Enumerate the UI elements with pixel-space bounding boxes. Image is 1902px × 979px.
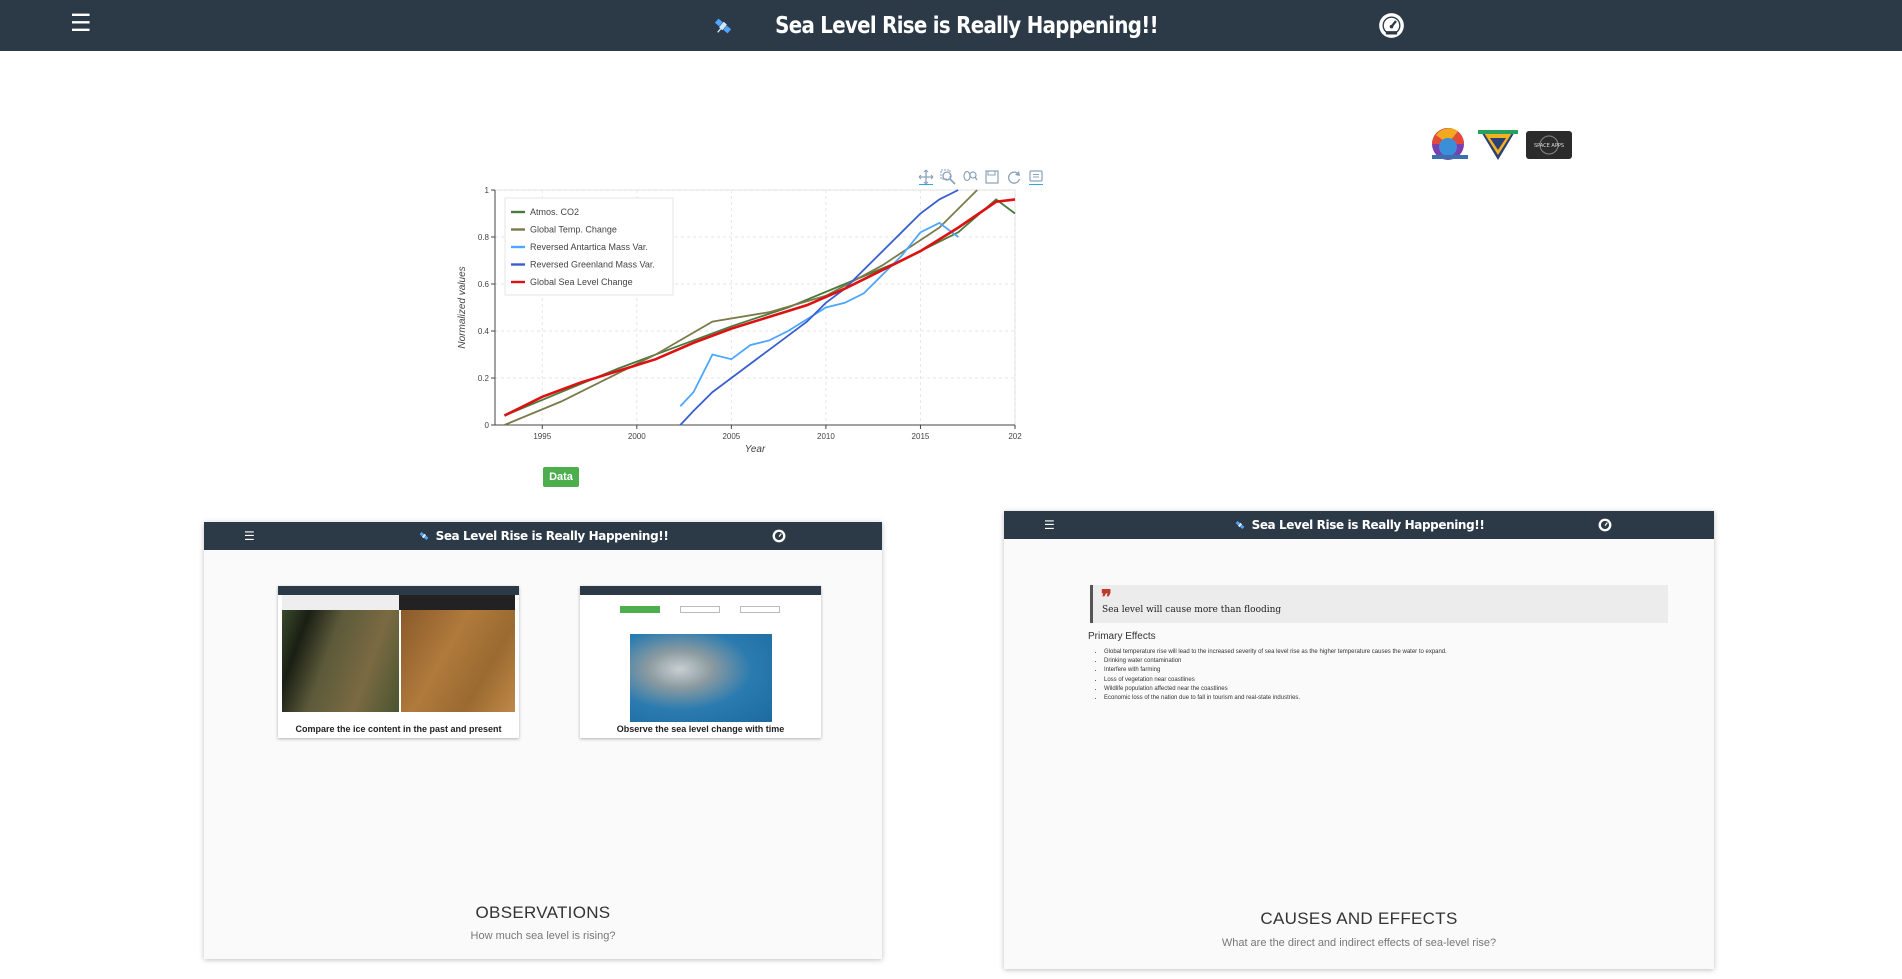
quote-block: ❞ Sea level will cause more than floodin… [1090, 585, 1668, 623]
mini-gauge-icon [772, 529, 786, 543]
x-tick-label: 1995 [533, 432, 551, 441]
y-tick-label: 1 [485, 186, 490, 195]
x-tick-label: 2015 [912, 432, 930, 441]
effect-item: Wildlife population affected near the co… [1104, 685, 1447, 694]
legend-label: Reversed Greenland Mass Var. [530, 260, 655, 270]
gauge-icon[interactable] [1378, 12, 1405, 39]
causes-subtitle: What are the direct and indirect effects… [1221, 937, 1497, 949]
primary-effects-heading: Primary Effects [1088, 631, 1156, 642]
x-axis-label: Year [745, 444, 766, 455]
mini-title-text: Sea Level Rise is Really Happening!! [435, 529, 669, 543]
logo-space-apps[interactable]: SPACE APPS [1526, 131, 1572, 159]
effect-item: Global temperature rise will lead to the… [1104, 648, 1447, 657]
effects-list: Global temperature rise will lead to the… [1104, 648, 1447, 703]
y-tick-label: 0.2 [478, 374, 490, 383]
causes-effects-card[interactable]: ☰ Sea Level Rise is Really Happening!! ❞… [1004, 511, 1714, 969]
mini-navbar [1004, 511, 1714, 539]
save-icon[interactable] [984, 169, 1000, 185]
y-tick-label: 0.6 [478, 280, 490, 289]
series-line-4 [503, 198, 1016, 417]
legend-label: Reversed Antartica Mass Var. [530, 242, 648, 252]
top-navbar: ☰ Sea Level Rise is Really Happening!! [0, 0, 1902, 51]
site-title: Sea Level Rise is Really Happening!! [775, 12, 1159, 39]
sea-level-chart: 0 0.2 0.4 0.6 0.8 1 1995 2000 2005 2010 2015 202 Yea… [457, 186, 1022, 455]
observations-title: OBSERVATIONS [475, 903, 611, 922]
x-tick-label: 2005 [722, 432, 740, 441]
series-line-1 [504, 189, 978, 426]
mini-hamburger-icon: ☰ [244, 529, 255, 543]
thumbnail-caption: Observe the sea level change with time [616, 724, 785, 734]
wheel-zoom-icon[interactable] [962, 169, 978, 185]
partner-logos: SPACE APPS [1428, 127, 1572, 163]
chart-toolbar [918, 169, 1044, 185]
y-tick-label: 0.4 [478, 327, 490, 336]
y-tick-label: 0.8 [478, 233, 490, 242]
svg-text:SPACE APPS: SPACE APPS [1534, 143, 1564, 149]
logo-triangle-badge[interactable] [1478, 128, 1518, 162]
mini-gauge-icon [1598, 518, 1612, 532]
data-button[interactable]: Data [543, 467, 579, 487]
quote-icon: ❞ [1101, 585, 1112, 609]
observations-card[interactable]: ☰ Sea Level Rise is Really Happening!! C… [204, 522, 882, 959]
x-tick-label: 2010 [817, 432, 835, 441]
pan-icon[interactable] [918, 169, 934, 185]
thumbnail-caption: Compare the ice content in the past and … [295, 724, 502, 734]
legend-box [504, 197, 674, 296]
legend-label: Atmos. CO2 [530, 207, 579, 217]
effect-item: Economic loss of the nation due to fall … [1104, 694, 1447, 703]
quote-text: Sea level will cause more than flooding [1102, 605, 1282, 615]
y-axis-label: Normalized values [457, 266, 468, 348]
logo-circle-earth[interactable] [1428, 127, 1470, 163]
reset-icon[interactable] [1006, 169, 1022, 185]
mini-navbar [204, 522, 882, 550]
legend-label: Global Temp. Change [530, 225, 617, 235]
x-tick-label: 2000 [628, 432, 646, 441]
mini-satellite-icon [1235, 520, 1244, 530]
mini-title: Sea Level Rise is Really Happening!! [204, 522, 882, 550]
box-zoom-icon[interactable] [940, 169, 956, 185]
causes-title: CAUSES AND EFFECTS [1260, 909, 1458, 928]
thumbnail-sea-level-time[interactable]: Observe the sea level change with time [580, 586, 821, 738]
effect-item: Drinking water contamination [1104, 657, 1447, 666]
observations-subtitle: How much sea level is rising? [470, 930, 616, 942]
mini-title-text: Sea Level Rise is Really Happening!! [1251, 518, 1485, 532]
y-tick-label: 0 [485, 421, 490, 430]
thumbnail-ice-compare[interactable]: Compare the ice content in the past and … [278, 586, 519, 738]
mini-title: Sea Level Rise is Really Happening!! [1004, 511, 1714, 539]
x-tick-label: 202 [1008, 432, 1022, 441]
mini-hamburger-icon: ☰ [1044, 518, 1055, 532]
mini-satellite-icon [419, 531, 428, 541]
satellite-icon [715, 18, 732, 33]
legend-label: Global Sea Level Change [530, 277, 633, 287]
title-wrap: Sea Level Rise is Really Happening!! [0, 0, 1902, 51]
series-line-3 [679, 189, 959, 426]
hamburger-icon[interactable]: ☰ [70, 10, 92, 37]
effect-item: Interfere with farming [1104, 666, 1447, 675]
hover-icon[interactable] [1028, 169, 1044, 185]
effect-item: Loss of vegetation near coastlines [1104, 676, 1447, 685]
